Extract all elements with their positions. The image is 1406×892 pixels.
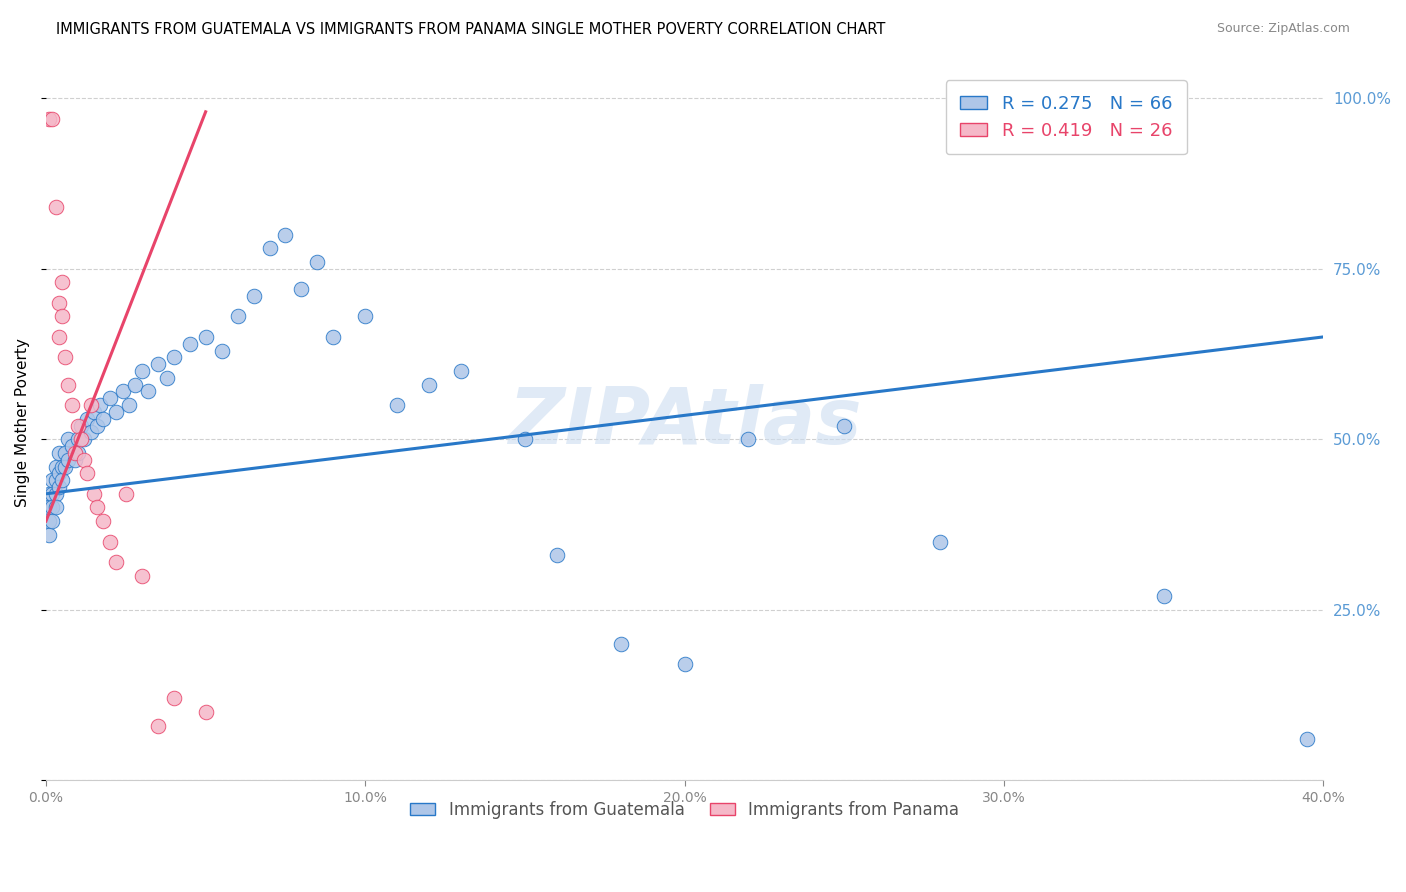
Point [118,398,141,412]
Point [48,480,70,494]
Point [38,487,60,501]
Point [38,527,60,541]
Point [1153,589,1175,603]
Point [259,241,281,255]
Point [60,439,83,453]
Point [86,500,108,515]
Point [41,473,63,487]
Point [60,398,83,412]
Point [51,459,73,474]
Point [45,473,67,487]
Point [290,282,312,296]
Point [163,691,186,706]
Point [673,657,696,672]
Point [79,398,101,412]
Point [387,398,409,412]
Point [832,418,855,433]
Point [66,432,89,446]
Y-axis label: Single Mother Poverty: Single Mother Poverty [15,338,30,507]
Text: ZIPAtlas: ZIPAtlas [508,384,862,460]
Point [51,276,73,290]
Point [70,432,93,446]
Point [131,364,153,378]
Point [322,330,344,344]
Point [124,377,146,392]
Point [194,330,217,344]
Point [114,487,136,501]
Point [98,392,121,406]
Point [1296,732,1319,747]
Point [58,432,80,446]
Point [58,452,80,467]
Point [45,500,67,515]
Point [513,432,536,446]
Text: IMMIGRANTS FROM GUATEMALA VS IMMIGRANTS FROM PANAMA SINGLE MOTHER POVERTY CORREL: IMMIGRANTS FROM GUATEMALA VS IMMIGRANTS … [56,22,886,37]
Point [66,446,89,460]
Point [63,446,86,460]
Point [450,364,472,378]
Point [93,514,115,528]
Point [111,384,134,399]
Point [146,719,169,733]
Point [737,432,759,446]
Point [418,377,440,392]
Point [73,432,96,446]
Point [66,418,89,433]
Point [38,500,60,515]
Legend: Immigrants from Guatemala, Immigrants from Panama: Immigrants from Guatemala, Immigrants fr… [404,795,966,826]
Point [53,351,76,365]
Point [146,357,169,371]
Point [354,310,377,324]
Point [41,514,63,528]
Point [211,343,233,358]
Point [63,452,86,467]
Point [242,289,264,303]
Point [83,405,105,419]
Point [89,398,111,412]
Point [929,534,952,549]
Point [163,351,186,365]
Point [48,467,70,481]
Point [45,459,67,474]
Point [98,534,121,549]
Point [610,637,633,651]
Point [307,255,329,269]
Point [179,336,201,351]
Point [41,500,63,515]
Point [51,473,73,487]
Point [76,411,98,425]
Point [51,310,73,324]
Point [194,705,217,719]
Point [73,452,96,467]
Point [38,112,60,126]
Point [93,411,115,425]
Point [86,418,108,433]
Point [156,371,179,385]
Point [48,446,70,460]
Point [45,200,67,214]
Point [226,310,249,324]
Point [41,112,63,126]
Point [38,514,60,528]
Point [546,548,568,562]
Point [41,487,63,501]
Text: Source: ZipAtlas.com: Source: ZipAtlas.com [1216,22,1350,36]
Point [83,487,105,501]
Point [105,555,128,569]
Point [70,418,93,433]
Point [58,377,80,392]
Point [131,568,153,582]
Point [105,405,128,419]
Point [53,459,76,474]
Point [45,487,67,501]
Point [136,384,159,399]
Point [79,425,101,440]
Point [53,446,76,460]
Point [48,295,70,310]
Point [48,330,70,344]
Point [76,467,98,481]
Point [274,227,297,242]
